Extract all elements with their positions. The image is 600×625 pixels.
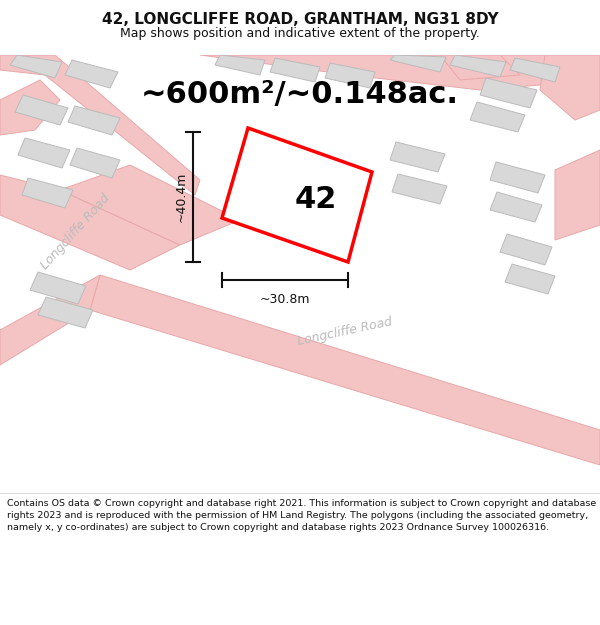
Polygon shape [510,58,560,82]
Text: 42, LONGCLIFFE ROAD, GRANTHAM, NG31 8DY: 42, LONGCLIFFE ROAD, GRANTHAM, NG31 8DY [101,12,499,27]
Polygon shape [270,58,320,82]
Polygon shape [30,272,86,304]
Text: Map shows position and indicative extent of the property.: Map shows position and indicative extent… [120,27,480,39]
Text: Longcliffe Road: Longcliffe Road [38,192,112,272]
Polygon shape [0,275,100,365]
Polygon shape [215,55,265,75]
Polygon shape [10,55,62,78]
Polygon shape [540,55,600,120]
Polygon shape [90,275,600,465]
Polygon shape [65,60,118,88]
Polygon shape [22,178,73,208]
Polygon shape [505,264,555,294]
Polygon shape [0,55,200,195]
Polygon shape [490,192,542,222]
Polygon shape [60,165,240,245]
Text: ~40.4m: ~40.4m [175,172,188,222]
Polygon shape [70,148,120,178]
Text: ~600m²/~0.148ac.: ~600m²/~0.148ac. [141,81,459,109]
Polygon shape [0,175,180,270]
Polygon shape [18,138,70,168]
Polygon shape [450,55,506,77]
Text: ~30.8m: ~30.8m [260,293,310,306]
Polygon shape [0,80,60,135]
Polygon shape [555,150,600,240]
Text: Contains OS data © Crown copyright and database right 2021. This information is : Contains OS data © Crown copyright and d… [7,499,596,532]
Polygon shape [38,297,93,328]
Polygon shape [200,55,600,90]
Polygon shape [68,106,120,135]
Text: Longcliffe Road: Longcliffe Road [296,316,394,348]
Polygon shape [490,162,545,193]
Polygon shape [222,128,372,262]
Polygon shape [470,102,525,132]
Polygon shape [15,95,68,125]
Polygon shape [500,234,552,265]
Polygon shape [480,78,537,108]
Polygon shape [390,55,446,72]
Polygon shape [325,63,375,88]
Polygon shape [392,174,447,204]
Polygon shape [390,142,445,172]
Polygon shape [440,55,520,80]
Text: 42: 42 [295,186,337,214]
